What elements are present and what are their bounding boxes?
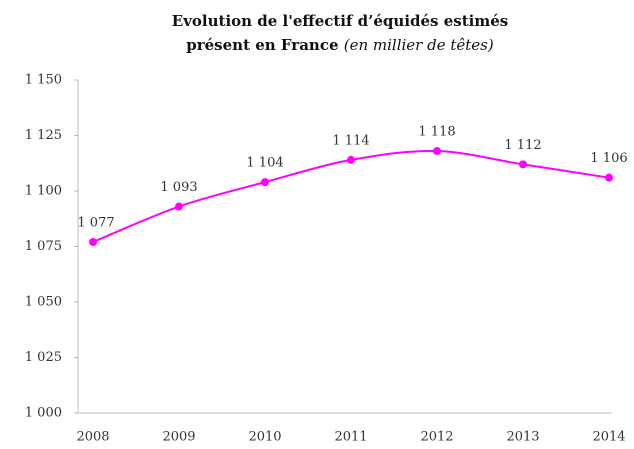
point [89, 238, 97, 247]
y-tick-label: 1 000 [25, 406, 62, 421]
y-tick-label: 1 050 [25, 295, 62, 310]
y-tick-label: 1 125 [25, 128, 62, 143]
point [605, 173, 613, 182]
chart-title-line1: Evolution de l'effectif d’équidés estimé… [172, 12, 508, 30]
x-tick-label: 2012 [420, 430, 453, 445]
y-tick-label: 1 075 [25, 239, 62, 254]
x-tick-label: 2014 [592, 430, 625, 445]
data-label: 1 093 [160, 180, 197, 195]
y-tick-label: 1 150 [25, 73, 62, 88]
point [175, 202, 183, 211]
x-tick-label: 2008 [76, 430, 109, 445]
data-label: 1 106 [590, 151, 627, 166]
chart-title-line2-text: présent en France [186, 36, 338, 54]
x-tick-label: 2009 [162, 430, 195, 445]
x-tick-label: 2013 [506, 430, 539, 445]
x-tick-label: 2011 [334, 430, 367, 445]
data-label: 1 077 [77, 216, 114, 231]
line [92, 149, 610, 243]
data-label: 1 104 [246, 156, 283, 171]
data-label: 1 118 [418, 125, 455, 140]
point [433, 147, 441, 156]
point [261, 178, 269, 187]
chart-subtitle: (en millier de têtes) [344, 36, 494, 54]
point [519, 160, 527, 169]
y-tick-label: 1 100 [25, 184, 62, 199]
point [347, 155, 355, 164]
x-tick-label: 2010 [248, 430, 281, 445]
y-tick-label: 1 025 [25, 350, 62, 365]
chart-title-line2: présent en France (en millier de têtes) [186, 36, 494, 54]
data-label: 1 112 [504, 138, 541, 153]
data-label: 1 114 [332, 133, 369, 148]
